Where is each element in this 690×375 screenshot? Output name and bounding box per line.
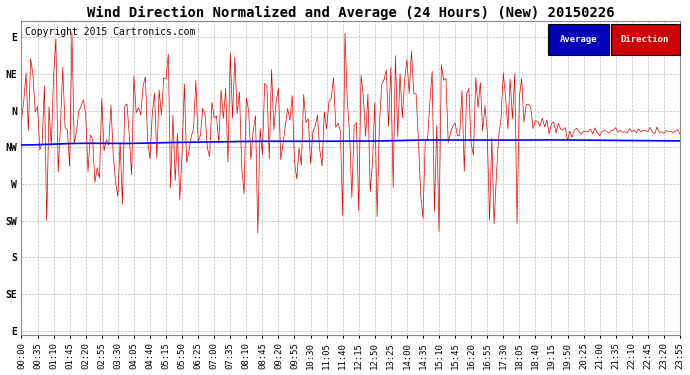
FancyBboxPatch shape xyxy=(611,24,680,56)
Text: Direction: Direction xyxy=(621,35,669,44)
Text: Average: Average xyxy=(560,35,598,44)
FancyBboxPatch shape xyxy=(549,24,609,56)
Title: Wind Direction Normalized and Average (24 Hours) (New) 20150226: Wind Direction Normalized and Average (2… xyxy=(87,6,615,20)
Text: Copyright 2015 Cartronics.com: Copyright 2015 Cartronics.com xyxy=(25,27,195,37)
